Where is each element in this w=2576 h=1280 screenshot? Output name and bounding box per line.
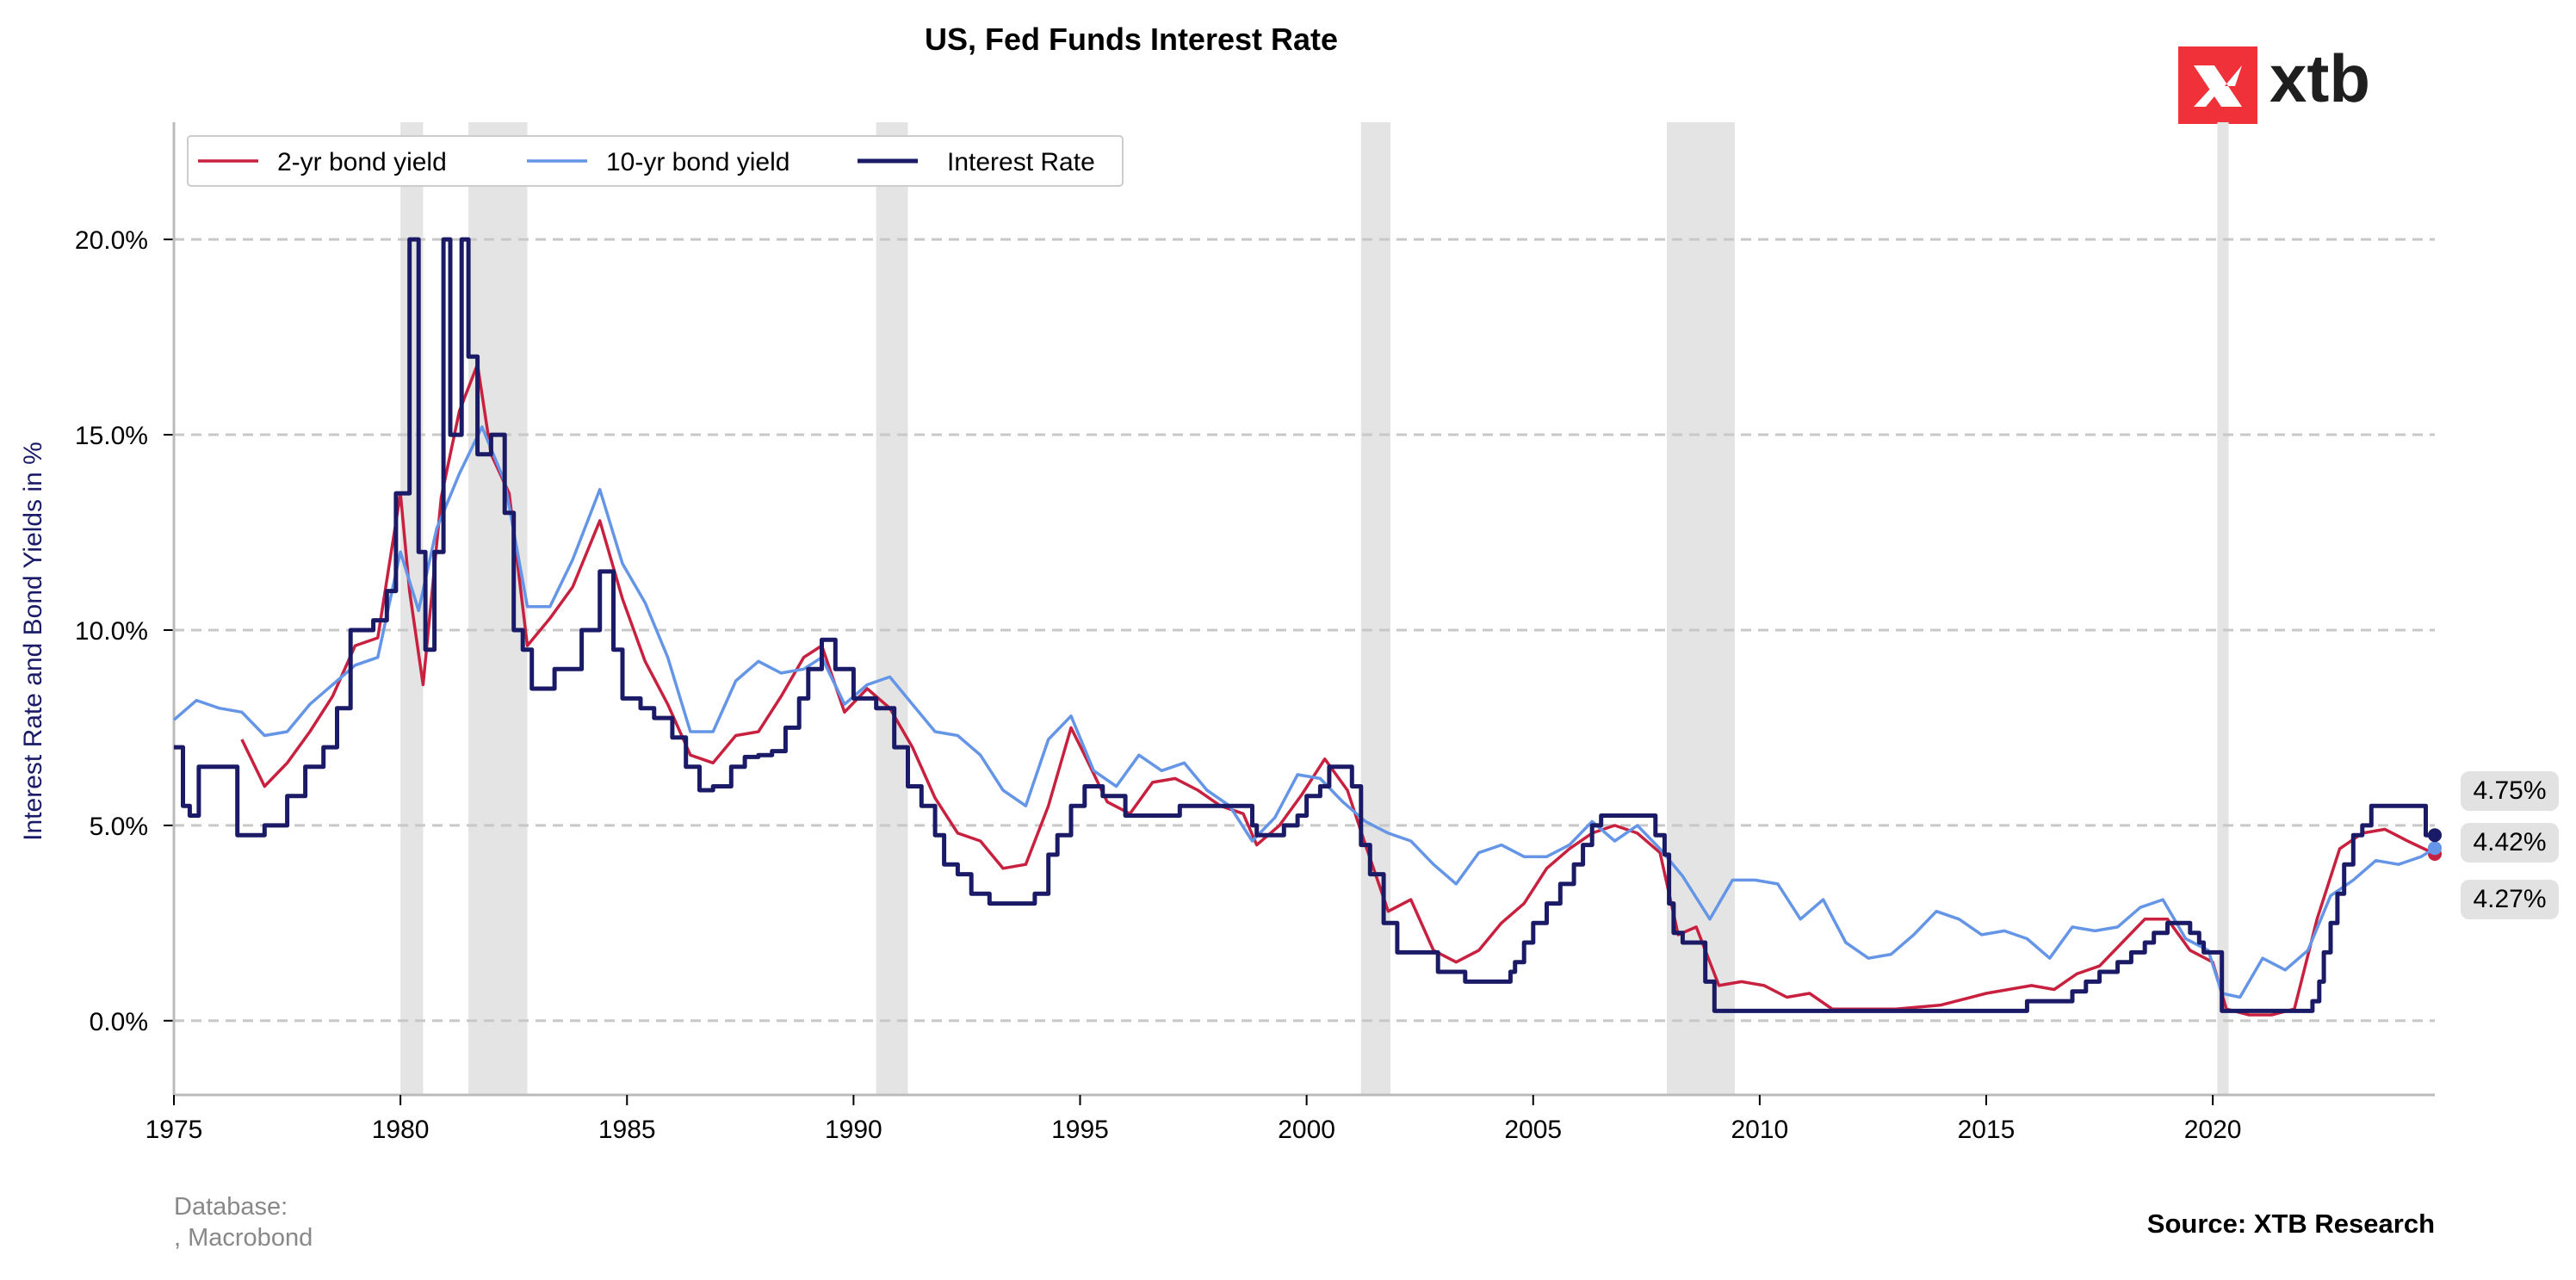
x-tick-label: 2000 <box>1278 1116 1335 1144</box>
end-value-label: 4.27% <box>2473 885 2546 913</box>
x-icon <box>2194 65 2242 107</box>
series-end-point <box>2428 841 2442 856</box>
x-tick-label: 2015 <box>1958 1116 2016 1144</box>
y-tick-label: 0.0% <box>90 1008 148 1036</box>
y-tick-label: 20.0% <box>75 226 148 255</box>
x-tick-label: 2005 <box>1504 1116 1562 1144</box>
series-line <box>174 237 2435 1013</box>
series-line <box>240 362 2436 1017</box>
source-label: Source: XTB Research <box>2146 1209 2435 1239</box>
end-value-label: 4.75% <box>2473 776 2546 805</box>
legend-label: Interest Rate <box>947 148 1095 176</box>
xtb-logo: xtb <box>2178 40 2370 124</box>
x-tick-label: 2010 <box>1731 1116 1789 1144</box>
end-value-badge <box>2461 823 2559 863</box>
legend-box <box>187 135 1124 187</box>
recession-shade <box>2217 122 2229 1095</box>
chart-title: US, Fed Funds Interest Rate <box>925 22 1338 57</box>
x-tick-label: 1980 <box>372 1116 430 1144</box>
x-tick-label: 2020 <box>2184 1116 2242 1144</box>
y-tick-label: 15.0% <box>75 422 148 450</box>
legend-label: 10-yr bond yield <box>606 148 790 176</box>
legend-label: 2-yr bond yield <box>277 148 447 176</box>
database-line-2: , Macrobond <box>174 1224 313 1252</box>
series-end-point <box>2428 828 2442 843</box>
end-value-label: 4.42% <box>2473 828 2546 856</box>
database-label: Database: , Macrobond <box>174 1191 313 1253</box>
recession-shade <box>1360 122 1390 1095</box>
x-tick-label: 1975 <box>146 1116 203 1144</box>
end-value-badge <box>2461 771 2559 811</box>
x-tick-label: 1995 <box>1051 1116 1109 1144</box>
y-tick-label: 5.0% <box>90 813 148 841</box>
xtb-logo-text: xtb <box>2269 40 2370 116</box>
x-tick-label: 1985 <box>598 1116 656 1144</box>
database-line-1: Database: <box>174 1193 288 1221</box>
recession-shade <box>1667 122 1735 1095</box>
recession-shade <box>468 122 528 1095</box>
y-tick-label: 10.0% <box>75 617 148 646</box>
end-value-badge <box>2461 880 2559 919</box>
series-line <box>172 425 2436 999</box>
x-tick-label: 1990 <box>825 1116 882 1144</box>
y-axis-label: Interest Rate and Bond Yields in % <box>19 442 47 841</box>
recession-shade <box>876 122 908 1095</box>
